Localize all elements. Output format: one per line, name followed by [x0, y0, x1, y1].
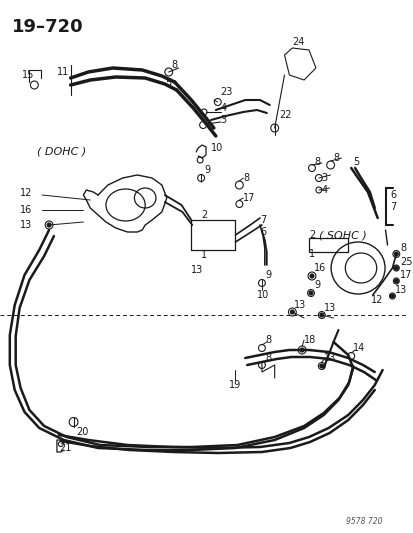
Text: 17: 17 — [243, 193, 255, 203]
Circle shape — [299, 348, 304, 352]
Text: 19: 19 — [229, 380, 241, 390]
Circle shape — [47, 223, 51, 227]
Text: 5: 5 — [164, 78, 171, 88]
Text: 11: 11 — [57, 67, 69, 77]
Text: 13: 13 — [19, 220, 32, 230]
Circle shape — [319, 364, 323, 368]
Text: 7: 7 — [259, 215, 266, 225]
Text: 4: 4 — [321, 185, 327, 195]
Text: 8: 8 — [171, 60, 177, 70]
Text: 15: 15 — [21, 70, 34, 80]
Circle shape — [290, 310, 294, 314]
Text: 12: 12 — [19, 188, 32, 198]
Text: 24: 24 — [292, 37, 304, 47]
Circle shape — [389, 294, 394, 298]
Text: 5: 5 — [352, 157, 358, 167]
Text: 7: 7 — [389, 202, 396, 212]
Text: 8: 8 — [333, 153, 339, 163]
Text: 22: 22 — [279, 110, 292, 120]
Text: 3: 3 — [220, 115, 226, 125]
Text: 13: 13 — [323, 353, 335, 363]
Text: 18: 18 — [304, 335, 316, 345]
Circle shape — [309, 274, 313, 278]
Text: 19–720: 19–720 — [12, 18, 83, 36]
Text: 21: 21 — [59, 443, 71, 453]
Circle shape — [319, 313, 323, 317]
Text: 6: 6 — [389, 190, 396, 200]
Circle shape — [308, 291, 312, 295]
Circle shape — [394, 266, 397, 270]
Text: 10: 10 — [210, 143, 223, 153]
Text: 13: 13 — [323, 303, 335, 313]
Text: 6: 6 — [259, 227, 266, 237]
Text: 16: 16 — [313, 263, 325, 273]
Text: 13: 13 — [191, 265, 203, 275]
Text: 13: 13 — [394, 285, 407, 295]
Text: 1: 1 — [201, 250, 207, 260]
Text: 25: 25 — [399, 257, 412, 267]
Text: 9578 720: 9578 720 — [345, 517, 382, 526]
Text: 8: 8 — [313, 157, 319, 167]
Text: 2: 2 — [201, 210, 207, 220]
Text: 9: 9 — [264, 270, 271, 280]
Text: 9: 9 — [204, 165, 210, 175]
Text: 13: 13 — [294, 300, 306, 310]
Text: 14: 14 — [352, 343, 365, 353]
Text: 8: 8 — [243, 173, 249, 183]
Text: 10: 10 — [256, 290, 268, 300]
Text: 4: 4 — [220, 103, 226, 113]
Text: 20: 20 — [76, 427, 89, 437]
Text: 2: 2 — [308, 230, 315, 240]
Text: 23: 23 — [220, 87, 233, 97]
Text: 17: 17 — [399, 270, 412, 280]
Text: 3: 3 — [321, 173, 327, 183]
Circle shape — [394, 279, 397, 283]
Text: ( DOHC ): ( DOHC ) — [37, 147, 86, 157]
Text: 8: 8 — [399, 243, 406, 253]
Text: 9: 9 — [313, 280, 319, 290]
Text: 8: 8 — [264, 335, 271, 345]
Circle shape — [394, 252, 397, 256]
Text: 8: 8 — [264, 353, 271, 363]
Text: 1: 1 — [308, 249, 314, 259]
Text: 16: 16 — [19, 205, 32, 215]
Text: ( SOHC ): ( SOHC ) — [318, 230, 366, 240]
Text: 12: 12 — [370, 295, 382, 305]
